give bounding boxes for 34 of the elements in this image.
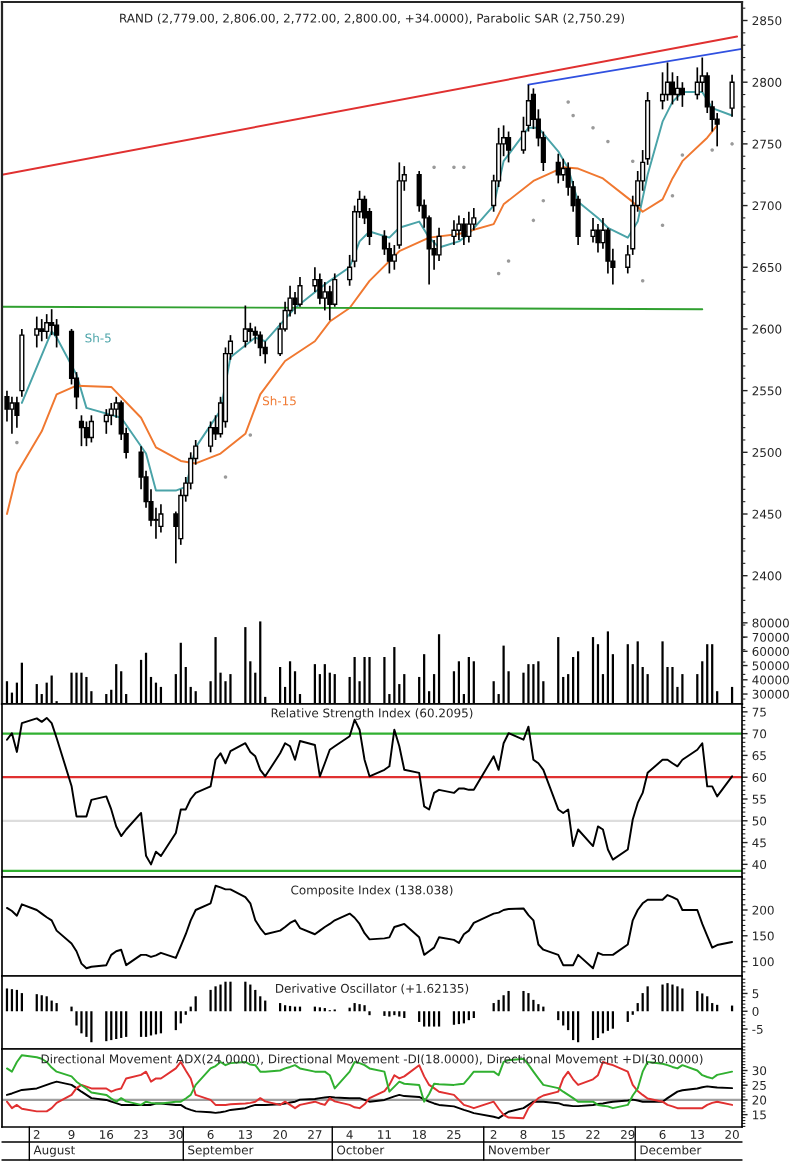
line-series: [6, 1054, 734, 1110]
candlestick: [44, 313, 50, 340]
candlestick: [590, 217, 596, 244]
candlestick: [664, 61, 671, 102]
candlestick: [505, 130, 512, 164]
candlestick: [103, 408, 109, 435]
candlestick: [39, 318, 45, 343]
candlestick: [466, 210, 472, 244]
candlestick: [461, 217, 467, 246]
candlestick: [674, 75, 681, 102]
candlestick: [595, 223, 601, 254]
candlestick: [34, 315, 40, 349]
candlestick: [322, 281, 328, 312]
candlestick: [208, 420, 214, 454]
candlestick: [242, 304, 248, 349]
candlestick: [317, 272, 323, 306]
candlestick: [679, 81, 685, 108]
candlestick: [78, 414, 85, 447]
line-series: [6, 884, 734, 970]
candlestick: [108, 402, 114, 427]
candlestick: [436, 226, 442, 262]
candlestick: [257, 330, 263, 357]
candlestick: [158, 503, 164, 534]
candlestick: [297, 276, 303, 308]
candlestick: [555, 152, 561, 185]
candlestick: [14, 395, 20, 429]
candlestick: [729, 73, 735, 118]
candlestick: [9, 395, 15, 435]
candlestick: [456, 214, 462, 241]
candlestick: [669, 71, 676, 106]
candlestick: [83, 420, 90, 447]
candlestick: [451, 219, 457, 246]
candlestick: [694, 66, 700, 101]
candlestick: [88, 414, 94, 444]
